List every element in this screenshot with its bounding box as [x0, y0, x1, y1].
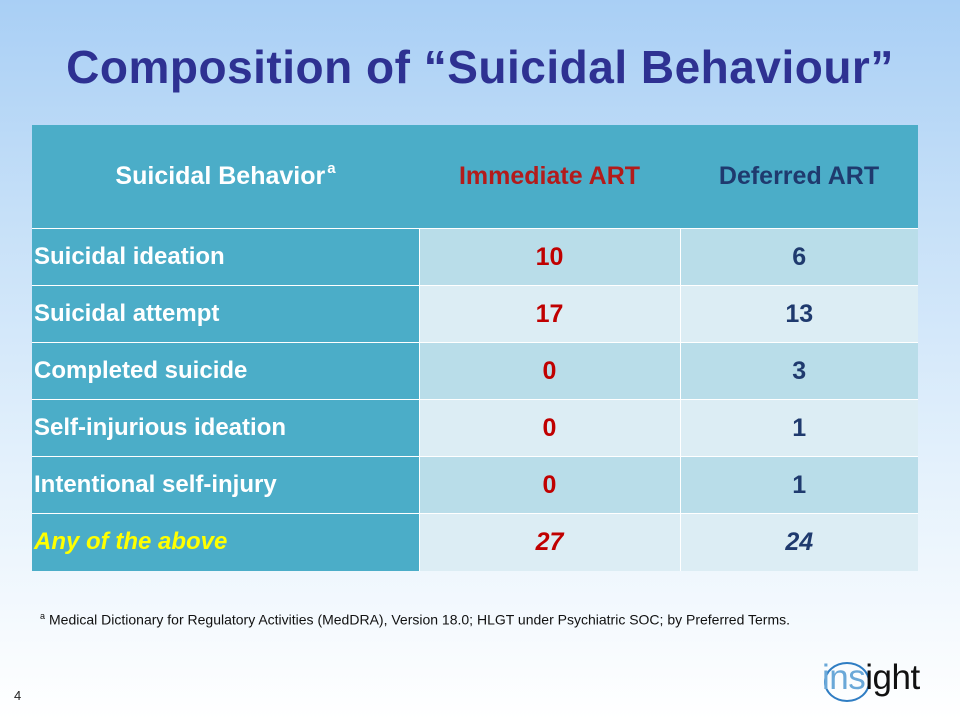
header-immediate-art: Immediate ART [419, 125, 680, 229]
header-deferred-art: Deferred ART [680, 125, 918, 229]
row-label: Self-injurious ideation [32, 399, 419, 457]
header-footnote-marker: a [327, 160, 336, 177]
immediate-art-value: 0 [418, 456, 680, 514]
immediate-art-value: 17 [418, 285, 680, 343]
deferred-art-value: 3 [679, 342, 918, 400]
immediate-art-total: 27 [418, 513, 680, 571]
header-label-text: Suicidal Behavior [115, 162, 326, 190]
table-row: Intentional self-injury 0 1 [32, 456, 918, 514]
row-label: Suicidal ideation [32, 228, 419, 286]
table-row: Suicidal ideation 10 6 [32, 228, 918, 286]
suicidal-behaviour-table: Suicidal Behavior a Immediate ART Deferre… [32, 125, 918, 571]
logo-text-ight: ight [865, 658, 920, 697]
immediate-art-value: 10 [418, 228, 680, 286]
table-row: Self-injurious ideation 0 1 [32, 399, 918, 457]
insight-logo: insight [822, 656, 934, 702]
table-row-total: Any of the above 27 24 [32, 513, 918, 571]
header-suicidal-behavior: Suicidal Behavior a [32, 125, 419, 229]
logo-text-ins: ins [822, 658, 866, 697]
deferred-art-total: 24 [679, 513, 918, 571]
logo-wordmark: insight [822, 658, 920, 698]
slide-title: Composition of “Suicidal Behaviour” [66, 41, 894, 93]
immediate-art-value: 0 [418, 399, 680, 457]
deferred-art-value: 1 [679, 456, 918, 514]
deferred-art-value: 1 [679, 399, 918, 457]
logo-ring-icon [824, 662, 870, 702]
footnote-text: Medical Dictionary for Regulatory Activi… [49, 611, 790, 628]
page-number: 4 [14, 688, 22, 703]
table-row: Completed suicide 0 3 [32, 342, 918, 400]
deferred-art-value: 6 [679, 228, 918, 286]
footnote: a Medical Dictionary for Regulatory Activ… [40, 611, 790, 628]
table-row: Suicidal attempt 17 13 [32, 285, 918, 343]
immediate-art-value: 0 [418, 342, 680, 400]
row-label: Completed suicide [32, 342, 419, 400]
table-header-row: Suicidal Behavior a Immediate ART Deferre… [32, 125, 918, 229]
footnote-marker: a [40, 611, 46, 621]
row-label: Intentional self-injury [32, 456, 419, 514]
row-label: Suicidal attempt [32, 285, 419, 343]
row-label-total: Any of the above [32, 513, 419, 571]
deferred-art-value: 13 [679, 285, 918, 343]
